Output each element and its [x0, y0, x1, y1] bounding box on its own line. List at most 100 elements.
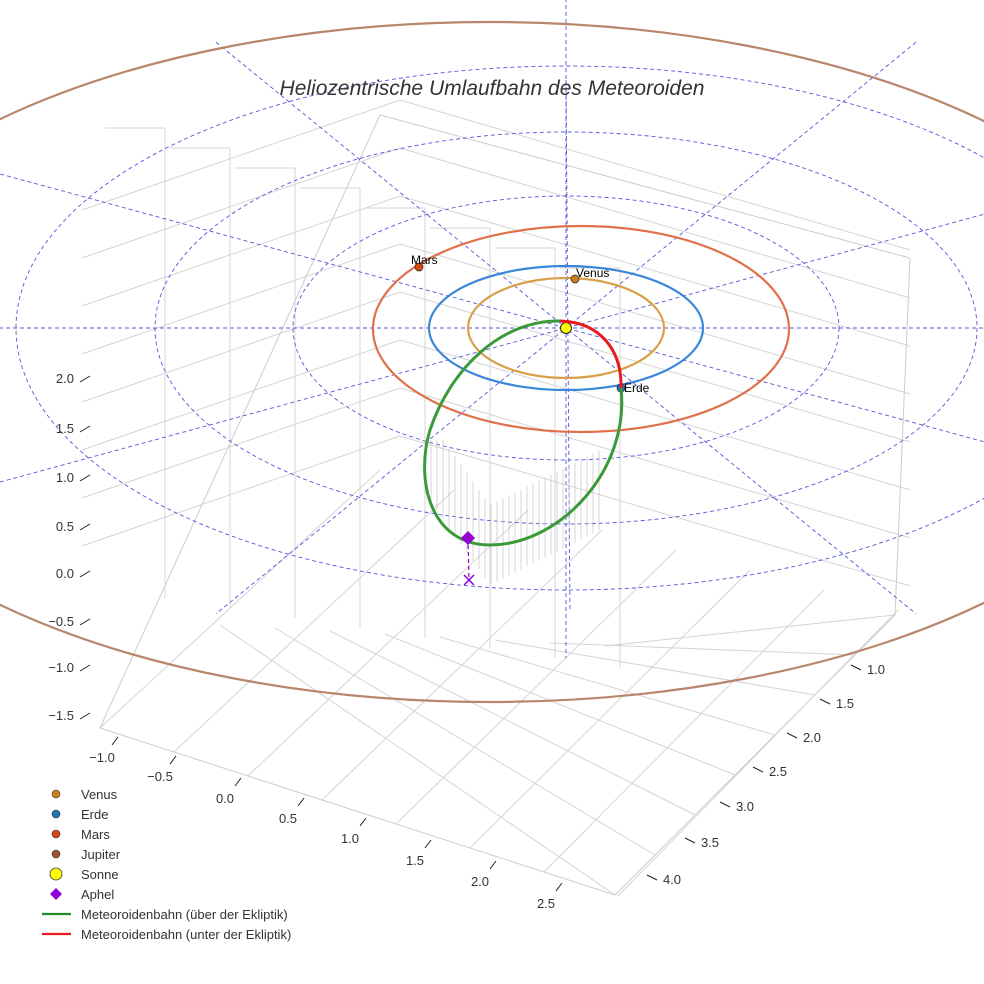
legend-label: Meteoroidenbahn (über der Ekliptik) [81, 907, 288, 922]
axis-edge [99, 114, 381, 729]
legend-marker-venus [51, 789, 61, 799]
grid-line [543, 589, 825, 873]
drop-lines [424, 440, 600, 585]
legend-label: Mars [81, 827, 110, 842]
planet-orbits: Mars Venus Erde [0, 21, 984, 703]
legend-label: Aphel [81, 887, 114, 902]
y-tick-label: 3.0 [736, 799, 754, 814]
grid-line [399, 195, 911, 347]
z-tick [79, 474, 91, 482]
x-tick-label: 1.0 [341, 831, 359, 846]
planet-mars [414, 262, 424, 272]
x-tick [234, 777, 242, 787]
y-tick-label: 2.0 [803, 730, 821, 745]
legend-label: Erde [81, 807, 108, 822]
grid-line [81, 99, 401, 211]
aphel-marker [461, 531, 475, 545]
grid-line [399, 99, 911, 251]
aphel-projection-x-icon [463, 574, 475, 586]
grid-line [81, 195, 401, 307]
axis-edge [379, 114, 911, 259]
grid-line [399, 387, 911, 539]
grid-line [399, 435, 911, 587]
grid-line [617, 609, 899, 897]
grid-line [81, 435, 401, 547]
z-tick [79, 375, 91, 383]
z-tick-label: 0.5 [56, 519, 74, 534]
orbit-mars [371, 224, 791, 434]
grid-line [399, 147, 911, 299]
grid-line [439, 636, 776, 736]
grid-line [81, 147, 401, 259]
orbit-above-ecliptic [423, 319, 624, 547]
grid-line [81, 243, 401, 355]
y-tick [719, 801, 731, 808]
grid-line [219, 624, 616, 896]
y-tick-label: 1.5 [836, 696, 854, 711]
y-tick-label: 2.5 [769, 764, 787, 779]
z-tick [79, 425, 91, 433]
x-tick-label: 2.5 [537, 896, 555, 911]
x-tick-label: 0.0 [216, 791, 234, 806]
y-tick-label: 3.5 [701, 835, 719, 850]
z-tick [79, 618, 91, 626]
orbit-erde [427, 264, 705, 392]
grid-line [81, 291, 401, 403]
axis-edge [614, 614, 896, 896]
legend-label: Venus [81, 787, 118, 802]
y-tick [819, 698, 831, 705]
grid-line [384, 633, 736, 776]
legend-label: Meteoroidenbahn (unter der Ekliptik) [81, 927, 291, 942]
grid-line [329, 630, 696, 816]
y-tick-label: 4.0 [663, 872, 681, 887]
label-erde: Erde [624, 381, 650, 395]
sun-marker [560, 322, 572, 334]
x-tick-label: −1.0 [89, 750, 115, 765]
legend: Venus Erde Mars Jupiter Sonne Aphel Meteoroide… [42, 787, 291, 942]
grid-line [99, 469, 381, 729]
axis-edge [894, 257, 911, 616]
x-tick-label: 1.5 [406, 853, 424, 868]
orbit-jupiter [0, 21, 984, 703]
axis-edge [99, 727, 616, 896]
grid-line [247, 509, 529, 777]
grid-line [399, 243, 911, 395]
x-tick [111, 736, 119, 746]
tick-labels: 2.0 1.5 1.0 0.5 0.0 −0.5 −1.0 −1.5 −1.0 −0.5 0.0 0.… [48, 371, 885, 911]
orbit-below-ecliptic [559, 319, 623, 389]
z-tick-label: −1.5 [48, 708, 74, 723]
x-tick [424, 839, 432, 849]
label-venus: Venus [576, 266, 609, 280]
legend-marker-jupiter [51, 849, 61, 859]
x-tick-label: −0.5 [147, 769, 173, 784]
legend-label: Jupiter [81, 847, 121, 862]
grid-line [604, 614, 896, 647]
z-tick [79, 664, 91, 672]
legend-label: Sonne [81, 867, 119, 882]
z-tick-label: −1.0 [48, 660, 74, 675]
grid-line [274, 627, 656, 856]
chart-title: Heliozentrische Umlaufbahn des Meteoroid… [280, 77, 705, 100]
planet-venus [570, 274, 580, 284]
y-tick [646, 874, 658, 881]
x-tick-label: 0.5 [279, 811, 297, 826]
z-tick-label: 1.5 [56, 421, 74, 436]
grid-line [395, 549, 677, 825]
y-tick [850, 664, 862, 671]
y-tick [786, 732, 798, 739]
grid-line [469, 569, 751, 849]
y-tick [752, 766, 764, 773]
grid-line [494, 639, 816, 696]
x-tick [489, 860, 497, 870]
grid-line [81, 339, 401, 451]
legend-marker-aphel [50, 888, 62, 900]
grid-line [399, 339, 911, 491]
aphel-projection-line [467, 537, 470, 581]
vertical-axis-line [565, 79, 571, 613]
legend-marker-erde [51, 809, 61, 819]
label-mars: Mars [411, 253, 438, 267]
legend-marker-mars [51, 829, 61, 839]
z-tick [79, 712, 91, 720]
y-tick [684, 837, 696, 844]
